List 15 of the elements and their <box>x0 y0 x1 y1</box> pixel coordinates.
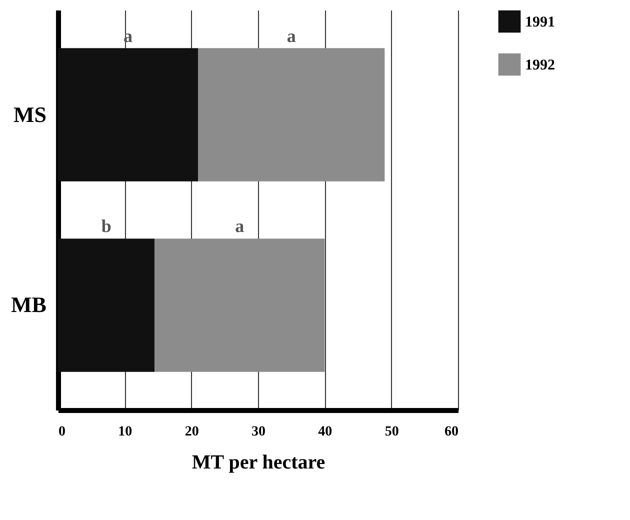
x-tick-label: 10 <box>118 424 132 440</box>
legend-label: 1992 <box>525 58 555 74</box>
y-tick-label: MS <box>14 102 46 127</box>
x-tick-label: 50 <box>384 424 399 440</box>
x-tick-label: 0 <box>58 424 66 440</box>
annotation: a <box>286 26 296 46</box>
x-tick-label: 20 <box>184 424 199 440</box>
x-tick-label: 30 <box>252 424 266 440</box>
x-axis-title: MT per hectare <box>192 452 326 474</box>
y-tick-label: MB <box>11 292 47 318</box>
annotation: b <box>101 216 112 236</box>
annotation: a <box>235 216 244 236</box>
x-tick-label: 40 <box>318 424 332 440</box>
x-tick-label: 60 <box>444 424 458 440</box>
legend-label: 1991 <box>525 14 555 30</box>
